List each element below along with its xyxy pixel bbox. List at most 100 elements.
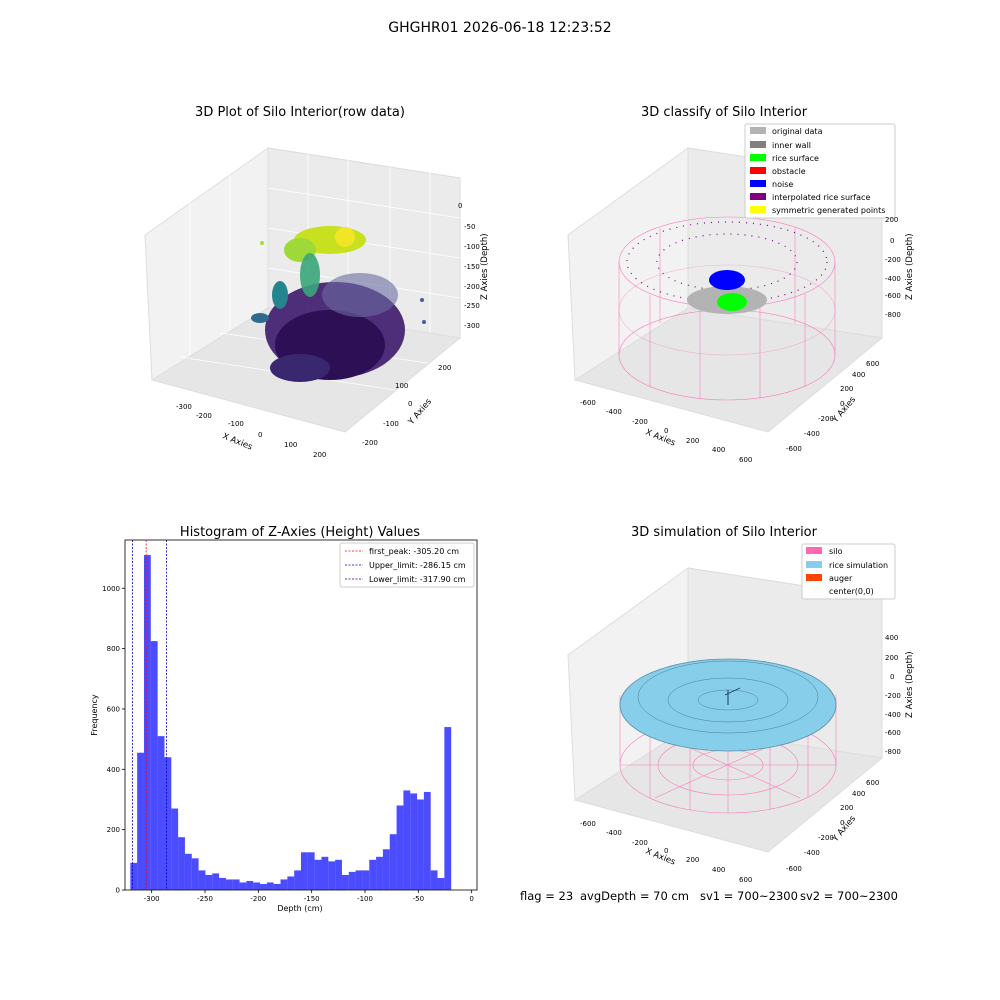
classify-legend-label: interpolated rice surface xyxy=(772,193,870,202)
raw-xtick: 0 xyxy=(258,431,262,439)
histogram-bar xyxy=(403,790,411,890)
histogram-xtick-label: 0 xyxy=(469,895,473,903)
raw-ztick: -300 xyxy=(464,322,480,330)
simulation-ztick: -200 xyxy=(885,692,901,700)
histogram-bar xyxy=(307,852,315,890)
histogram-legend-label: Lower_limit: -317.90 cm xyxy=(369,575,466,584)
raw-ytick: -100 xyxy=(383,420,399,428)
classify-ztick: 200 xyxy=(885,216,898,224)
simulation-ytick: 600 xyxy=(866,779,879,787)
classify-xtick: -600 xyxy=(580,399,596,407)
histogram-vlines xyxy=(132,540,167,890)
classify-xtick: 600 xyxy=(739,456,752,464)
histogram-bar xyxy=(301,852,308,890)
histogram-bar xyxy=(253,882,261,890)
histogram-bar xyxy=(335,859,342,890)
simulation-xtick: -200 xyxy=(632,839,648,847)
simulation-ztick: 400 xyxy=(885,634,898,642)
histogram-bar xyxy=(191,858,199,890)
status-line: flag = 23 avgDepth = 70 cm sv1 = 700~230… xyxy=(520,889,898,903)
histogram-bar xyxy=(430,870,438,890)
classify-zlabel: Z Axies (Depth) xyxy=(905,233,915,300)
raw-panel-title: 3D Plot of Silo Interior(row data) xyxy=(195,105,405,120)
raw-ztick: 0 xyxy=(458,202,462,210)
raw-xtick: -100 xyxy=(228,420,244,428)
simulation-ztick: -600 xyxy=(885,729,901,737)
raw-ytick: 200 xyxy=(438,364,451,372)
histogram-bar xyxy=(444,727,452,890)
histogram-bars xyxy=(130,555,452,890)
classify-points xyxy=(626,221,828,314)
histogram-bar xyxy=(171,808,179,890)
sv2-text: sv2 = 700~2300 xyxy=(800,889,898,903)
classify-ztick: -200 xyxy=(885,256,901,264)
figure-suptitle: GHGHR01 2026-06-18 12:23:52 xyxy=(388,20,611,36)
classify-3d-panel: 3D classify of Silo Interior original da xyxy=(567,105,915,464)
simulation-xlabel: X Axies xyxy=(644,847,677,868)
histogram-bar xyxy=(178,837,185,890)
histogram-bar xyxy=(246,880,254,890)
raw-xtick: -200 xyxy=(196,412,212,420)
histogram-bar xyxy=(260,883,267,890)
raw-ztick: -100 xyxy=(464,243,480,251)
histogram-bar xyxy=(348,871,356,890)
classify-ytick: -400 xyxy=(804,430,820,438)
simulation-ytick: 400 xyxy=(852,790,865,798)
histogram-bar xyxy=(341,874,349,890)
histogram-bar xyxy=(294,870,301,890)
simulation-xtick: -400 xyxy=(606,829,622,837)
classify-ytick: 600 xyxy=(866,360,879,368)
classify-panel-title: 3D classify of Silo Interior xyxy=(641,105,808,120)
histogram-bar xyxy=(314,859,322,890)
raw-xtick: 200 xyxy=(313,451,326,459)
histogram-bar xyxy=(389,834,397,890)
classify-ztick: -600 xyxy=(885,292,901,300)
simulation-ytick: -400 xyxy=(804,849,820,857)
simulation-ztick: -400 xyxy=(885,711,901,719)
classify-legend-label: noise xyxy=(772,180,793,189)
simulation-legend-label: auger xyxy=(829,574,853,583)
histogram-yticks: 0 200 400 600 800 1000 xyxy=(102,585,125,895)
histogram-bar xyxy=(239,882,247,890)
histogram-ytick-label: 600 xyxy=(107,705,120,713)
histogram-bar xyxy=(205,874,213,890)
classify-legend-label: original data xyxy=(772,127,823,136)
histogram-bar xyxy=(225,879,233,890)
histogram-bar xyxy=(143,555,151,890)
histogram-bar xyxy=(382,849,390,890)
histogram-bar xyxy=(130,862,138,890)
histogram-bar xyxy=(157,736,165,890)
histogram-legend-label: first_peak: -305.20 cm xyxy=(369,547,459,556)
raw-xlabel: X Axies xyxy=(221,432,254,453)
histogram-bar xyxy=(273,883,281,890)
raw-zlabel: Z Axies (Depth) xyxy=(480,233,490,300)
rice-simulation-surface xyxy=(619,658,837,752)
histogram-bar xyxy=(198,870,206,890)
histogram-bar xyxy=(150,641,158,890)
simulation-zlabel: Z Axies (Depth) xyxy=(905,651,915,718)
histogram-bar xyxy=(137,752,144,890)
simulation-xtick: 400 xyxy=(712,866,725,874)
histogram-ytick-label: 800 xyxy=(107,645,120,653)
simulation-ztick: 200 xyxy=(885,654,898,662)
classify-legend-label: inner wall xyxy=(772,141,811,150)
histogram-xtick-label: -50 xyxy=(413,895,424,903)
simulation-xtick: 600 xyxy=(739,876,752,884)
histogram-xtick-label: -200 xyxy=(250,895,266,903)
histogram-panel: Histogram of Z-Axies (Height) Values -30… xyxy=(90,525,478,913)
histogram-ytick-label: 1000 xyxy=(102,585,120,593)
histogram-bar xyxy=(280,879,288,890)
histogram-bar xyxy=(232,879,240,890)
raw-ytick: 0 xyxy=(408,400,412,408)
histogram-legend-label: Upper_limit: -286.15 cm xyxy=(369,561,466,570)
histogram-bar xyxy=(164,757,172,890)
raw-3d-panel: 3D Plot of Silo Interior(row data) xyxy=(144,105,490,459)
histogram-xtick-label: -300 xyxy=(144,895,160,903)
simulation-legend-label: rice simulation xyxy=(829,561,888,570)
simulation-xtick: 200 xyxy=(686,856,699,864)
histogram-bar xyxy=(376,856,383,890)
histogram-legend: first_peak: -305.20 cm Upper_limit: -286… xyxy=(339,542,475,588)
simulation-3d-panel: 3D simulation of Silo Interior xyxy=(567,525,915,884)
histogram-bar xyxy=(266,882,274,890)
flag-text: flag = 23 xyxy=(520,889,573,903)
